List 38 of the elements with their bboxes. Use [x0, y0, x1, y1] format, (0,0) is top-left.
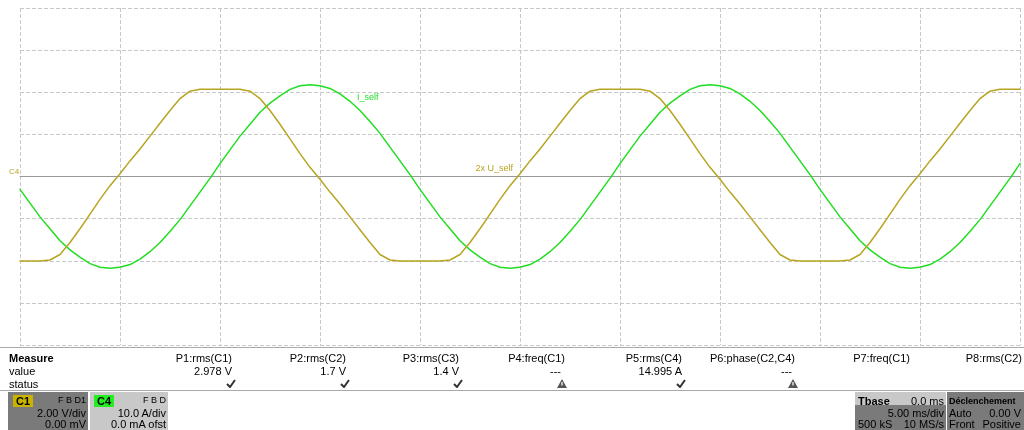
text: status: [9, 378, 39, 390]
text: P3:rms(C3): [402, 352, 459, 364]
text: 2.978 V: [194, 365, 232, 377]
text: Déclenchement: [949, 395, 1016, 407]
text: 1.4 V: [433, 365, 459, 377]
text: 5.00 ms/div: [887, 407, 944, 419]
text: ---: [550, 365, 561, 377]
text: 500 kS: [858, 418, 893, 430]
text: P5:rms(C4): [625, 352, 682, 364]
text: F B D: [142, 394, 166, 406]
text: P7:freq(C1): [853, 352, 910, 364]
text: value: [9, 365, 36, 377]
text: P8:rms(C2): [965, 352, 1022, 364]
text: 10.0 A/div: [117, 407, 166, 419]
text: P4:freq(C1): [508, 352, 565, 364]
text: P6:phase(C2,C4): [710, 352, 795, 364]
text: P1:rms(C1): [175, 352, 232, 364]
series-label: 2x U_self: [475, 162, 514, 173]
text: 0.0 ms: [910, 395, 944, 407]
text: ---: [781, 365, 792, 377]
text: C4: [9, 166, 20, 178]
text: 10 MS/s: [903, 418, 944, 430]
text: Front: [949, 418, 975, 430]
text: P2:rms(C2): [289, 352, 346, 364]
text: Positive: [982, 418, 1021, 430]
text: 2.00 V/div: [37, 407, 86, 419]
text: 0.00 V: [989, 407, 1021, 419]
text: Tbase: [858, 395, 890, 407]
text: C1: [13, 395, 34, 407]
text: 0.00 mV: [45, 418, 86, 430]
series-label: I_self: [357, 92, 380, 103]
text: Auto: [949, 407, 972, 419]
text: Measure: [9, 352, 54, 364]
text: 1.7 V: [320, 365, 346, 377]
text: 0.0 mA ofst: [110, 418, 166, 430]
text: F B D1: [57, 394, 86, 406]
text: 14.995 A: [638, 365, 682, 377]
text: C4: [94, 395, 115, 407]
